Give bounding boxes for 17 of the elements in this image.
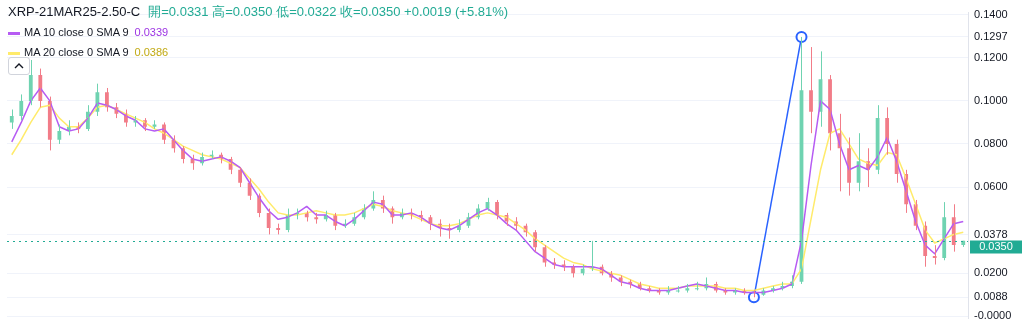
- ref-line-label: 0.0350: [979, 240, 1013, 253]
- annotation: 0.0386: [134, 46, 169, 58]
- y-tick-label: 0.0378: [974, 227, 1008, 240]
- y-tick-label: 0.0200: [974, 266, 1008, 279]
- legend-label: MA 20 close 0 SMA 9: [24, 46, 129, 58]
- chart-subtitle: 開=0.0331 高=0.0350 低=0.0322 收=0.0350 +0.0019 (+5.81%): [148, 4, 509, 19]
- y-tick-label: 0.0088: [974, 290, 1008, 303]
- y-tick-label: 0.1000: [974, 93, 1008, 106]
- y-tick-label: 0.1400: [974, 7, 1008, 20]
- y-tick-label: 0.1200: [974, 50, 1008, 63]
- y-tick-label: 0.1297: [974, 29, 1008, 42]
- chart-title: XRP-21MAR25-2.50-C: [8, 4, 141, 19]
- y-tick-label: 0.0600: [974, 180, 1008, 193]
- annotation: 0.0339: [134, 26, 169, 38]
- legend-label: MA 10 close 0 SMA 9: [24, 26, 129, 38]
- y-tick-label: 0.0800: [974, 137, 1008, 149]
- y-tick-label: -0.0000: [974, 309, 1012, 322]
